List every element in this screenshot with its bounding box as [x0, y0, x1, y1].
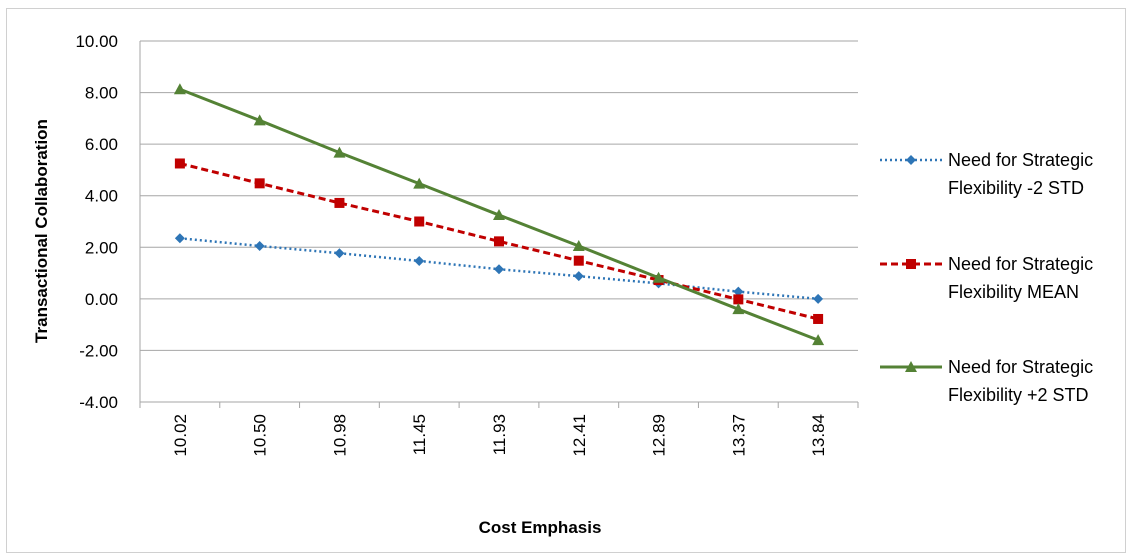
y-axis-ticks: 10.00 8.00 6.00 4.00 2.00 0.00 -2.00 -4.00: [75, 32, 118, 412]
x-tick-label: 11.45: [410, 414, 429, 455]
legend-marker: [906, 155, 916, 165]
data-point: [494, 264, 504, 275]
y-tick-label: 10.00: [75, 32, 118, 51]
x-tick-label: 12.41: [570, 414, 589, 457]
data-point: [334, 248, 345, 259]
x-tick-label: 12.89: [650, 414, 669, 457]
x-tick-label: 11.93: [490, 414, 509, 455]
data-point: [573, 255, 584, 266]
legend-label: Need for Strategic: [948, 150, 1093, 170]
x-axis-ticks: 10.02 10.50 10.98 11.45 11.93 12.41 12.89 13.37…: [171, 414, 828, 457]
x-tick-label: 10.50: [251, 414, 270, 457]
y-tick-label: 0.00: [85, 290, 118, 309]
gridlines: [139, 40, 859, 408]
legend-label: Flexibility -2 STD: [948, 178, 1084, 198]
legend-label: Flexibility MEAN: [948, 282, 1079, 302]
y-tick-label: 6.00: [85, 135, 118, 154]
x-axis-title: Cost Emphasis: [479, 518, 602, 537]
data-point: [174, 233, 185, 244]
legend-entry: Need for Strategic Flexibility +2 STD: [880, 357, 1093, 405]
data-point: [652, 271, 665, 283]
legend-label: Need for Strategic: [948, 357, 1093, 377]
legend-label: Need for Strategic: [948, 254, 1093, 274]
data-point: [334, 197, 345, 208]
x-tick-label: 13.84: [809, 414, 828, 457]
data-point: [812, 334, 825, 346]
series-group: [173, 83, 825, 346]
legend-marker: [905, 361, 917, 372]
data-point: [493, 209, 505, 221]
data-point: [494, 236, 504, 247]
y-tick-label: 2.00: [85, 238, 118, 257]
data-point: [733, 294, 744, 305]
data-point: [414, 255, 425, 266]
data-point: [732, 303, 745, 315]
data-point: [813, 293, 824, 304]
x-tick-label: 13.37: [729, 414, 748, 457]
data-point: [572, 239, 585, 251]
legend-entry: Need for Strategic Flexibility MEAN: [880, 254, 1093, 302]
y-axis-title: Transactional Collaboration: [32, 119, 51, 343]
legend-marker: [906, 259, 916, 269]
y-tick-label: 8.00: [85, 84, 118, 103]
y-tick-label: 4.00: [85, 187, 118, 206]
data-point: [733, 286, 744, 297]
data-point: [414, 216, 425, 227]
legend-entry: Need for Strategic Flexibility -2 STD: [880, 150, 1093, 198]
data-point: [254, 240, 265, 251]
data-point: [413, 177, 426, 189]
series-3: [173, 83, 825, 346]
data-point: [174, 158, 185, 169]
data-point: [253, 114, 266, 126]
data-point: [173, 83, 186, 95]
legend-label: Flexibility +2 STD: [948, 385, 1089, 405]
data-point: [573, 271, 584, 282]
y-tick-label: -2.00: [79, 341, 118, 360]
x-tick-label: 10.98: [330, 414, 349, 457]
data-point: [254, 178, 265, 189]
y-tick-label: -4.00: [79, 393, 118, 412]
x-tick-label: 10.02: [171, 414, 190, 457]
chart-frame: [6, 8, 1126, 553]
data-point: [813, 313, 824, 324]
data-point: [333, 146, 346, 158]
